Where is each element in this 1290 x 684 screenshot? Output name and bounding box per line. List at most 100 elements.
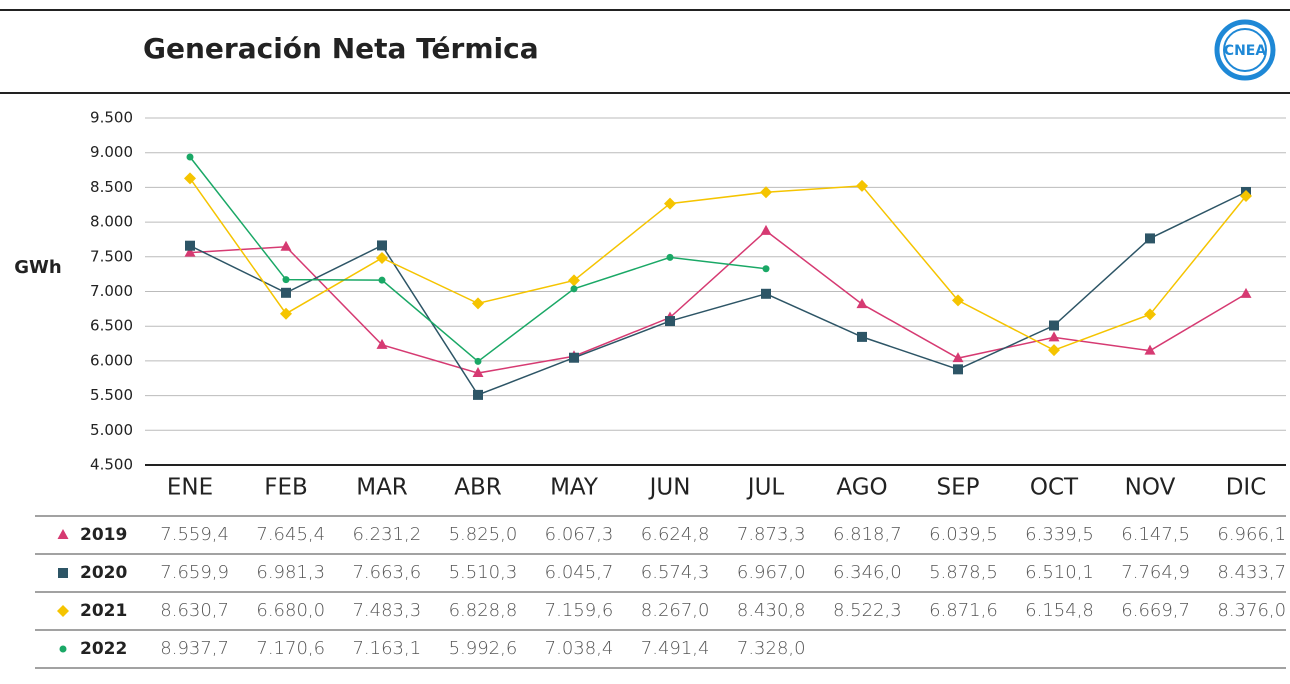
line [189,191,1247,396]
table-cell: 6.510,1 [1025,562,1094,583]
table-cell: 6.346,0 [833,562,902,583]
marker [569,352,579,363]
table-cell: 5.878,5 [929,562,998,583]
marker [185,240,195,251]
marker [856,298,868,309]
series-2022 [186,153,770,365]
table-cell: 6.669,7 [1121,600,1190,621]
legend-label: 2021 [80,601,127,621]
x-tick-label: AGO [836,475,887,501]
x-tick-label: ENE [167,475,213,501]
marker [664,197,676,210]
x-tick-label: FEB [264,475,308,501]
table-cell: 6.680,0 [256,600,325,621]
table-cell: 5.825,0 [449,524,518,545]
y-tick-label: 9.500 [90,109,133,127]
x-tick-label: MAR [356,475,408,501]
y-tick-label: 6.000 [90,351,133,369]
y-tick-label: 5.000 [90,421,133,439]
marker [1144,344,1156,355]
x-tick-label: MAY [550,475,599,501]
y-tick-label: 4.500 [90,456,133,474]
table-cell: 6.154,8 [1025,600,1094,621]
table-cell: 6.574,3 [641,562,710,583]
marker [1145,233,1155,244]
marker [376,251,388,264]
marker [952,294,964,307]
marker [282,276,290,284]
table-cell: 7.645,4 [256,524,325,545]
table-cell: 7.559,4 [160,524,229,545]
marker [280,240,292,251]
table-cell: 7.663,6 [352,562,421,583]
marker [857,331,867,342]
marker [665,316,675,327]
marker [856,179,868,192]
logo: CNEA [1214,19,1276,81]
table-cell: 6.828,8 [449,600,518,621]
x-tick-label: JUN [648,475,691,501]
marker [184,172,196,185]
marker [184,246,196,257]
table-cell: 6.818,7 [833,524,902,545]
table-cell: 8.433,7 [1217,562,1286,583]
table-cell: 6.871,6 [929,600,998,621]
marker [281,287,291,298]
y-tick-label: 9.000 [90,143,133,161]
marker [761,288,771,299]
legend-label: 2020 [80,563,127,583]
marker [474,357,482,365]
marker [186,153,194,161]
table-cell: 6.966,1 [1217,524,1286,545]
table-cell: 6.039,5 [929,524,998,545]
legend-label: 2019 [80,525,127,545]
legend-label: 2022 [80,639,127,659]
table-cell: 7.328,0 [737,638,806,659]
y-tick-label: 5.500 [90,386,133,404]
marker [377,240,387,251]
x-tick-label: OCT [1030,475,1079,501]
y-tick-label: 7.000 [90,282,133,300]
marker [760,186,772,199]
table-cell: 7.483,3 [352,600,421,621]
table-cell: 7.163,1 [352,638,421,659]
table-cell: 8.630,7 [160,600,229,621]
table-cell: 6.624,8 [641,524,710,545]
y-axis-label: GWh [14,257,61,278]
marker [472,297,484,310]
table-cell: 8.376,0 [1217,600,1286,621]
table-cell: 7.659,9 [160,562,229,583]
series-2019 [184,224,1252,378]
marker [1049,320,1059,331]
table-cell: 7.038,4 [545,638,614,659]
table-cell: 7.159,6 [545,600,614,621]
y-tick-label: 8.000 [90,213,133,231]
table-cell: 6.067,3 [545,524,614,545]
x-tick-label: ABR [454,475,502,501]
x-tick-label: DIC [1226,475,1267,501]
marker [57,529,69,539]
marker [1240,190,1252,203]
y-tick-label: 8.500 [90,178,133,196]
marker [59,645,67,653]
marker [378,276,386,284]
table-cell: 7.764,9 [1121,562,1190,583]
x-tick-label: JUL [746,475,785,501]
logo-text: CNEA [1224,43,1267,59]
marker [666,253,674,261]
table-cell: 7.170,6 [256,638,325,659]
marker [1048,331,1060,342]
marker [58,568,68,578]
marker [952,352,964,363]
marker [570,285,578,293]
marker [760,224,772,235]
table-cell: 6.339,5 [1025,524,1094,545]
table-cell: 6.147,5 [1121,524,1190,545]
table-cell: 6.981,3 [256,562,325,583]
marker [568,274,580,287]
line [189,177,1247,351]
series-2020 [185,187,1251,400]
marker [953,364,963,375]
table-cell: 5.510,3 [449,562,518,583]
